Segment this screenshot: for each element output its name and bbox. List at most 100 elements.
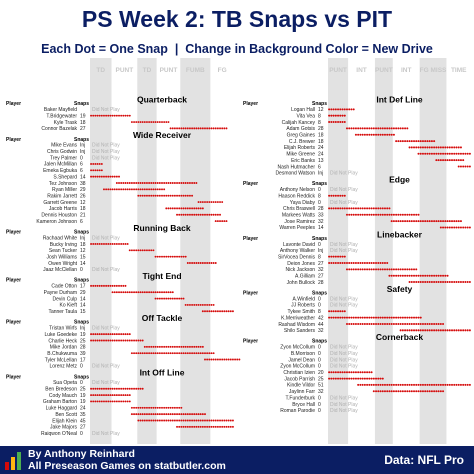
- snap-dot: [357, 322, 360, 325]
- snap-dot: [462, 165, 465, 168]
- position-group-title: Cornerback: [376, 332, 424, 342]
- player-name: Cade Otton: [51, 284, 77, 290]
- snap-dot: [341, 121, 344, 124]
- snap-dot: [439, 159, 442, 162]
- snaps-column-header: Snaps: [74, 101, 89, 107]
- did-not-play-label: Did Not Play: [330, 351, 358, 357]
- snap-dot: [368, 383, 371, 386]
- snap-dot: [424, 146, 427, 149]
- snap-dot: [96, 333, 99, 336]
- snap-dot: [350, 213, 353, 216]
- snap-dot: [126, 339, 129, 342]
- snap-dot: [161, 297, 163, 300]
- snap-dot: [430, 274, 433, 277]
- player-name: C.J. Brewer: [289, 139, 315, 145]
- snap-dot: [150, 121, 153, 124]
- snap-dot: [206, 310, 209, 313]
- snap-dot: [126, 387, 129, 390]
- snap-dot: [96, 169, 99, 172]
- snap-dot: [118, 182, 120, 184]
- player-snap-count: 25: [318, 376, 324, 382]
- snap-dot: [448, 383, 451, 386]
- player-snap-count: 0: [318, 296, 321, 302]
- snap-dot: [397, 220, 400, 223]
- snap-dot: [397, 268, 400, 271]
- snap-dot: [154, 121, 157, 124]
- player-name: Kameron Johnson: [36, 219, 77, 225]
- snap-dot: [457, 220, 460, 223]
- position-group-title: Wide Receiver: [133, 130, 192, 140]
- snap-dot: [446, 274, 449, 277]
- snap-dot: [446, 159, 449, 162]
- snap-dot: [357, 268, 360, 271]
- snap-dot: [341, 261, 344, 265]
- snap-dot: [109, 400, 112, 403]
- snap-dot: [128, 114, 131, 117]
- snap-dot: [357, 383, 360, 386]
- snap-dot: [103, 114, 105, 117]
- snap-dot: [410, 390, 413, 393]
- snap-dot: [466, 383, 469, 386]
- snap-dot: [124, 339, 127, 342]
- snap-dot: [448, 329, 451, 332]
- snap-dot: [191, 194, 194, 197]
- snap-dot: [415, 322, 418, 325]
- snap-dot: [372, 213, 375, 216]
- player-column-header: Player: [243, 339, 258, 345]
- snap-dot: [92, 169, 95, 172]
- snap-dot: [410, 383, 413, 386]
- snap-dot: [94, 175, 97, 178]
- snap-dot: [98, 114, 101, 117]
- snap-dot: [383, 383, 386, 386]
- snap-dot: [158, 352, 161, 355]
- snap-dot: [352, 371, 355, 374]
- snap-dot: [90, 339, 93, 342]
- snap-dot: [406, 213, 409, 216]
- snap-dot: [208, 419, 211, 422]
- player-column-header: Player: [6, 374, 21, 380]
- snap-dot: [188, 207, 191, 210]
- snap-dot: [238, 358, 241, 361]
- snap-dot: [199, 207, 202, 210]
- snap-dot: [195, 262, 198, 264]
- snap-dot: [370, 127, 373, 130]
- snap-dot: [446, 220, 449, 223]
- snap-dot: [421, 274, 424, 277]
- snap-dot: [171, 345, 174, 348]
- snap-dot: [115, 333, 118, 336]
- snap-dot: [424, 140, 427, 143]
- snap-dot: [424, 152, 427, 155]
- snap-dot: [377, 133, 380, 136]
- snap-dot: [137, 291, 140, 294]
- snap-dot: [433, 220, 436, 223]
- snap-dot: [404, 213, 407, 216]
- player-snap-count: 28: [80, 345, 86, 351]
- snap-dot: [130, 182, 133, 184]
- snap-dot: [115, 284, 118, 287]
- snap-dot: [339, 377, 342, 380]
- player-snap-count: 51: [318, 383, 324, 389]
- snap-dot: [90, 333, 93, 336]
- snap-dot: [372, 133, 375, 136]
- snap-dot: [176, 207, 179, 210]
- snap-dot: [348, 127, 351, 130]
- snap-dot: [103, 400, 105, 403]
- snap-dot: [173, 413, 176, 416]
- snap-dot: [178, 255, 181, 258]
- snap-dot: [225, 425, 228, 428]
- snap-dot: [370, 133, 373, 136]
- snap-dot: [462, 152, 465, 155]
- snap-dot: [193, 425, 196, 428]
- snap-dot: [100, 339, 103, 342]
- snap-dot: [135, 406, 138, 409]
- snap-dot: [90, 284, 93, 287]
- snap-dot: [457, 159, 460, 162]
- snap-dot: [370, 377, 373, 380]
- snap-dot: [354, 316, 357, 319]
- snap-dot: [435, 152, 438, 155]
- snap-dot: [464, 383, 467, 386]
- snap-dot: [135, 121, 138, 124]
- snap-dot: [199, 419, 202, 422]
- snap-dot: [357, 207, 360, 210]
- snap-dot: [109, 242, 112, 245]
